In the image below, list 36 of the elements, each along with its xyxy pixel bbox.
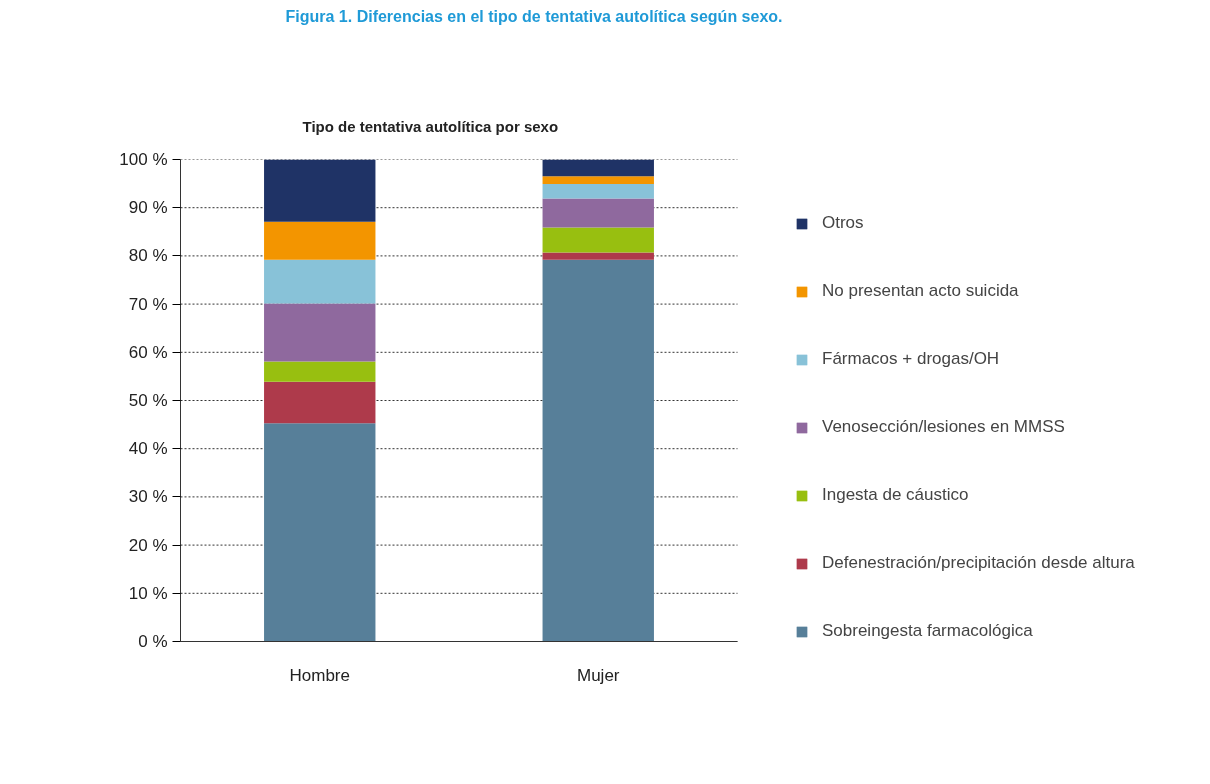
- y-tick-label: 80 %: [128, 246, 168, 266]
- y-tick-label: 0 %: [138, 632, 168, 651]
- bar: [542, 184, 654, 199]
- bar: [542, 176, 654, 185]
- legend-label: Fármacos + drogas/OH: [822, 349, 1000, 369]
- y-tick-label: 100 %: [119, 150, 168, 169]
- bar: [264, 423, 376, 642]
- legend-label: Sobreingesta farmacológica: [822, 621, 1033, 641]
- bar: [264, 259, 376, 304]
- bar: [542, 252, 654, 260]
- bar: [264, 159, 376, 222]
- bar: [542, 227, 654, 253]
- y-tick-label: 40 %: [128, 439, 168, 459]
- bar: [542, 198, 654, 228]
- bar: [264, 221, 376, 260]
- bar: [264, 361, 376, 382]
- chart-title: Figura 1. Diferencias en el tipo de tentativa autolítica según sexo.: [285, 7, 783, 25]
- bar: [264, 303, 376, 362]
- legend-label: Ingesta de cáustico: [822, 485, 969, 505]
- bar: [542, 259, 654, 642]
- bar: [542, 159, 654, 177]
- legend-label: No presentan acto suicida: [822, 281, 1019, 301]
- x-tick-label: Hombre: [289, 665, 350, 685]
- legend-label: Otros: [822, 213, 864, 233]
- legend-label: Venosección/lesiones en MMSS: [822, 417, 1065, 437]
- y-tick-label: 50 %: [128, 391, 168, 410]
- y-tick-label: 90 %: [128, 198, 168, 218]
- y-tick-label: 70 %: [128, 294, 168, 314]
- x-tick-label: Mujer: [577, 665, 620, 685]
- bar: [264, 381, 376, 424]
- y-tick-label: 30 %: [128, 487, 168, 507]
- chart-subtitle: Tipo de tentativa autolítica por sexo: [302, 117, 559, 135]
- y-tick-label: 20 %: [128, 535, 168, 555]
- y-tick-label: 10 %: [128, 583, 168, 603]
- legend-label: Defenestración/precipitación desde altura: [822, 553, 1135, 573]
- y-tick-label: 60 %: [128, 342, 168, 362]
